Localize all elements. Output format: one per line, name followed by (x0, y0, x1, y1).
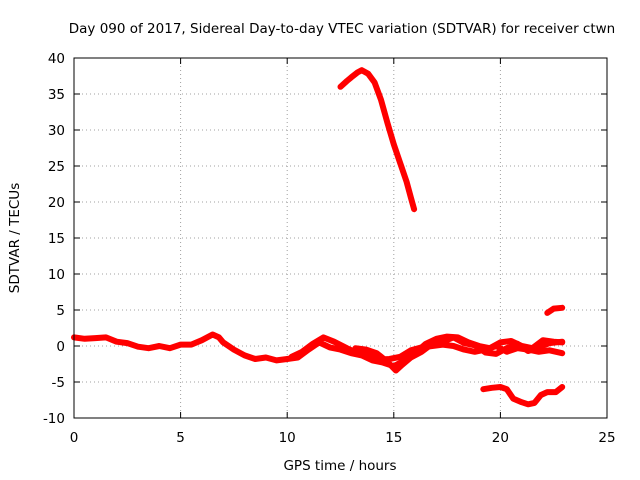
y-axis-label: SDTVAR / TECUs (7, 183, 23, 293)
series-line-bottom-trace (480, 384, 566, 408)
x-tick-label: 0 (70, 430, 79, 446)
ticks: 0 5 10 15 20 25 -10 -5 0 5 10 15 20 25 30 35 40 (43, 51, 616, 446)
y-tick-label: 0 (56, 339, 65, 355)
x-tick-label: 25 (598, 430, 615, 446)
y-tick-label: 35 (48, 87, 65, 103)
y-tick-label: 15 (48, 231, 65, 247)
series-line-short-trace (544, 304, 566, 316)
series-line-upper-trace (337, 67, 418, 213)
chart-title: Day 090 of 2017, Sidereal Day-to-day VTE… (69, 21, 616, 37)
x-tick-label: 5 (176, 430, 185, 446)
y-tick-label: 25 (48, 159, 65, 175)
x-tick-label: 15 (385, 430, 402, 446)
x-tick-label: 20 (492, 430, 509, 446)
x-tick-label: 10 (279, 430, 296, 446)
series-layer (71, 67, 566, 408)
y-tick-label: 5 (56, 303, 65, 319)
y-tick-label: -10 (43, 411, 65, 427)
y-tick-label: 20 (48, 195, 65, 211)
y-tick-label: -5 (52, 375, 65, 391)
series-line-lower-trace-b (352, 334, 566, 374)
plot-frame (73, 57, 608, 419)
y-tick-label: 30 (48, 123, 65, 139)
y-tick-label: 10 (48, 267, 65, 283)
y-tick-label: 40 (48, 51, 65, 67)
x-axis-label: GPS time / hours (283, 458, 396, 474)
grid (74, 58, 607, 418)
